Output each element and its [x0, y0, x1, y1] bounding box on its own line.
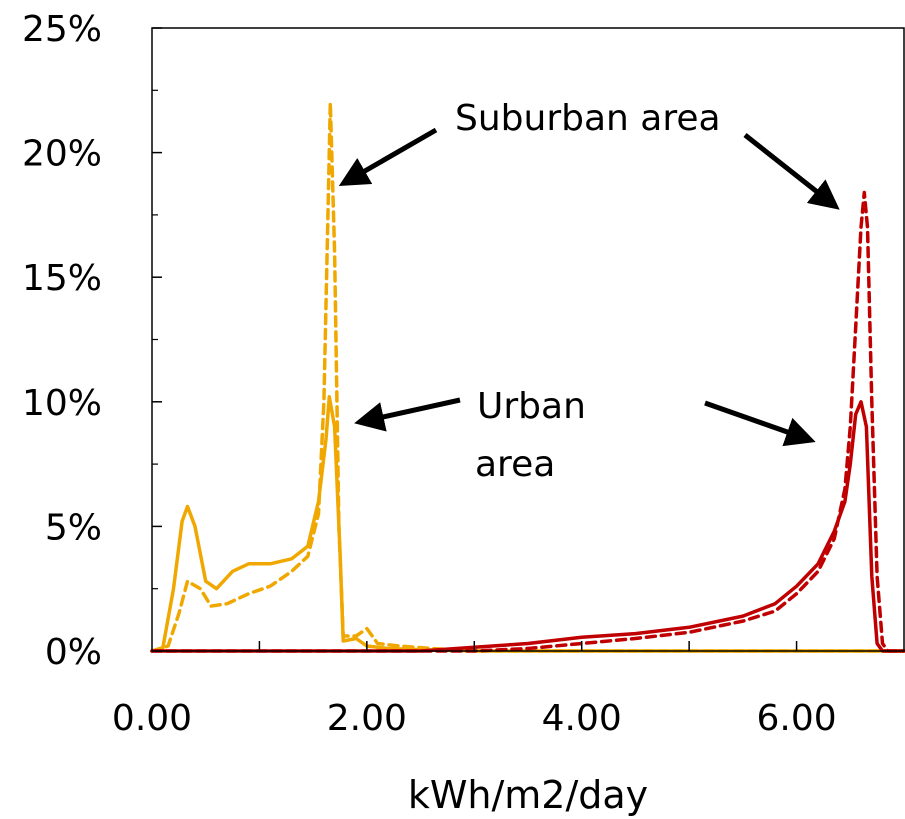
x-tick-label: 0.00 — [112, 698, 192, 739]
arrow-suburban-left — [338, 127, 438, 186]
arrow-urban-right — [704, 400, 816, 447]
y-tick-label: 0% — [45, 632, 102, 673]
arrow-urban-left — [354, 397, 461, 432]
y-axis: 0% 5% 10% 15% 20% 25% — [22, 9, 162, 673]
y-tick-label: 10% — [22, 383, 102, 424]
series-line-2 — [150, 400, 905, 653]
series-layer — [150, 101, 905, 653]
annotation-urban-label-line1: Urban — [477, 386, 586, 427]
y-tick-label: 25% — [22, 9, 102, 50]
annotation-suburban: Suburban area — [338, 98, 840, 210]
x-tick-label: 4.00 — [542, 698, 622, 739]
x-axis: 0.00 2.00 4.00 6.00 — [112, 641, 837, 739]
annotation-suburban-label: Suburban area — [455, 98, 721, 139]
series-line-3 — [150, 190, 905, 653]
y-tick-label: 15% — [22, 258, 102, 299]
x-tick-label: 2.00 — [327, 698, 407, 739]
y-tick-label: 20% — [22, 134, 102, 175]
annotation-urban-label-line2: area — [475, 444, 555, 485]
y-tick-label: 5% — [45, 507, 102, 548]
arrow-suburban-right — [743, 133, 840, 210]
annotation-urban: Urban area — [354, 386, 816, 485]
series-line-1 — [150, 101, 905, 653]
x-tick-label: 6.00 — [756, 698, 836, 739]
x-axis-title: kWh/m2/day — [408, 773, 648, 817]
